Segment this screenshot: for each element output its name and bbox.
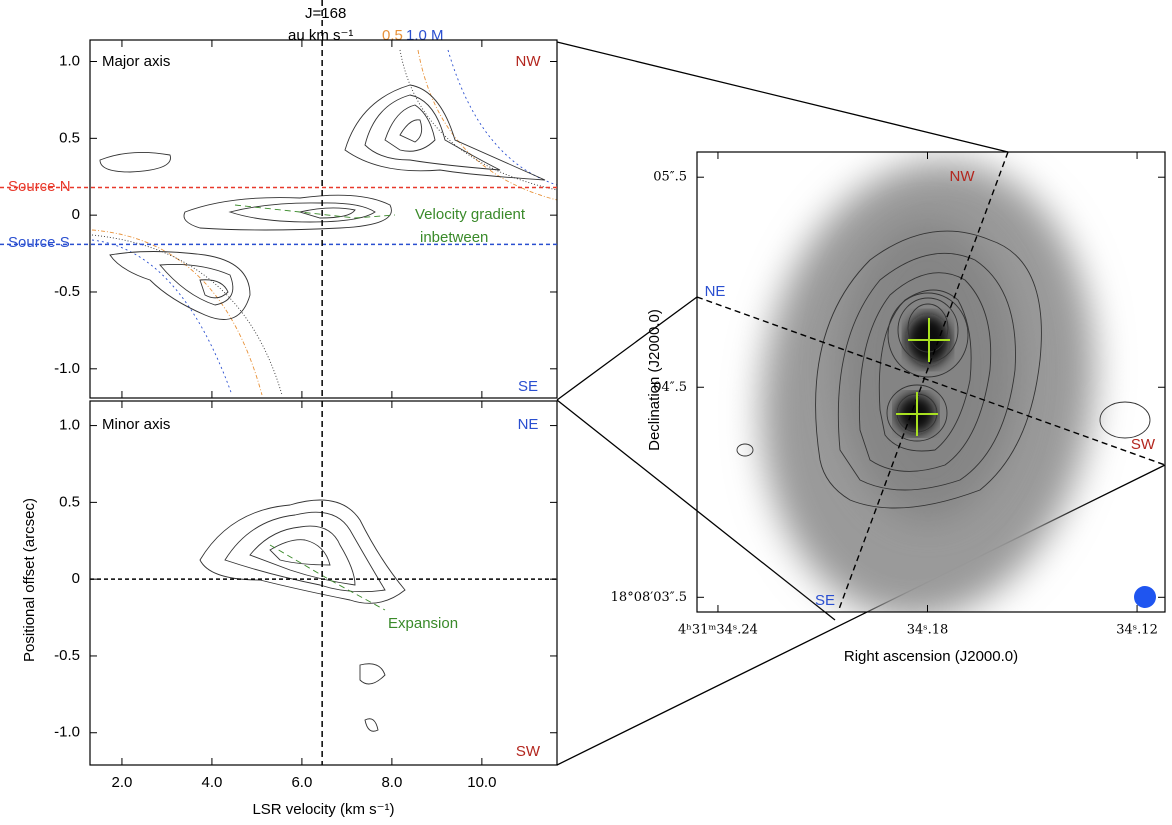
annotation: NE <box>705 283 726 300</box>
y-tick-label: -1.0 <box>54 724 80 741</box>
y-axis-label: Positional offset (arcsec) <box>21 498 38 662</box>
x-axis-label: Right ascension (J2000.0) <box>844 648 1018 665</box>
annotation: Major axis <box>102 53 170 70</box>
curve-label: 1.0 M <box>406 27 444 44</box>
zoom-lines <box>556 41 1166 766</box>
y-tick-label: 1.0 <box>59 417 80 434</box>
plot-frame <box>89 39 558 399</box>
annotation: NW <box>950 168 976 185</box>
plot-frame <box>696 151 1166 613</box>
plot-frame <box>89 400 558 766</box>
x-tick-label: 10.0 <box>467 774 496 791</box>
annotation: SE <box>518 378 538 395</box>
y-tick-label: 0.5 <box>59 493 80 510</box>
intensity-map <box>697 152 1165 612</box>
x-tick-label: 34ˢ.12 <box>1116 623 1158 638</box>
annotation: NW <box>516 53 542 70</box>
annotation: Velocity gradient <box>415 206 526 223</box>
y-tick-label: -1.0 <box>54 360 80 377</box>
y-tick-label: 04″.5 <box>653 380 687 395</box>
curve-label: 0.5 <box>382 27 403 44</box>
j-label: J=168 <box>305 5 346 22</box>
x-tick-label: 34ˢ.18 <box>907 623 949 638</box>
y-tick-label: -0.5 <box>54 647 80 664</box>
y-tick-label: 05″.5 <box>653 170 687 185</box>
major-axis-contours <box>91 49 557 396</box>
annotation: SW <box>1131 436 1156 453</box>
minor-axis-contours <box>199 499 406 732</box>
x-tick-label: 4.0 <box>201 774 222 791</box>
y-tick-label: 1.0 <box>59 52 80 69</box>
annotation: SE <box>815 592 835 609</box>
annotation: SW <box>516 743 541 760</box>
x-tick-label: 2.0 <box>112 774 133 791</box>
annotation: NE <box>518 416 539 433</box>
annotation: inbetween <box>420 229 488 246</box>
annotation: Source S <box>8 234 70 251</box>
y-tick-label: 0.5 <box>59 129 80 146</box>
x-tick-label: 4ʰ31ᵐ34ˢ.24 <box>678 623 758 638</box>
annotation: Minor axis <box>102 416 170 433</box>
annotation: Source N <box>8 178 71 195</box>
y-tick-label: 0 <box>72 206 80 223</box>
annotation: Expansion <box>388 615 458 632</box>
x-axis-label: LSR velocity (km s⁻¹) <box>252 801 394 818</box>
x-tick-label: 8.0 <box>381 774 402 791</box>
unit-label: au km s⁻¹ <box>288 27 353 44</box>
y-tick-label: -0.5 <box>54 283 80 300</box>
x-tick-label: 6.0 <box>291 774 312 791</box>
y-tick-label: 18°08′03″.5 <box>611 590 687 605</box>
y-axis-label: Declination (J2000.0) <box>646 309 663 451</box>
y-tick-label: 0 <box>72 570 80 587</box>
